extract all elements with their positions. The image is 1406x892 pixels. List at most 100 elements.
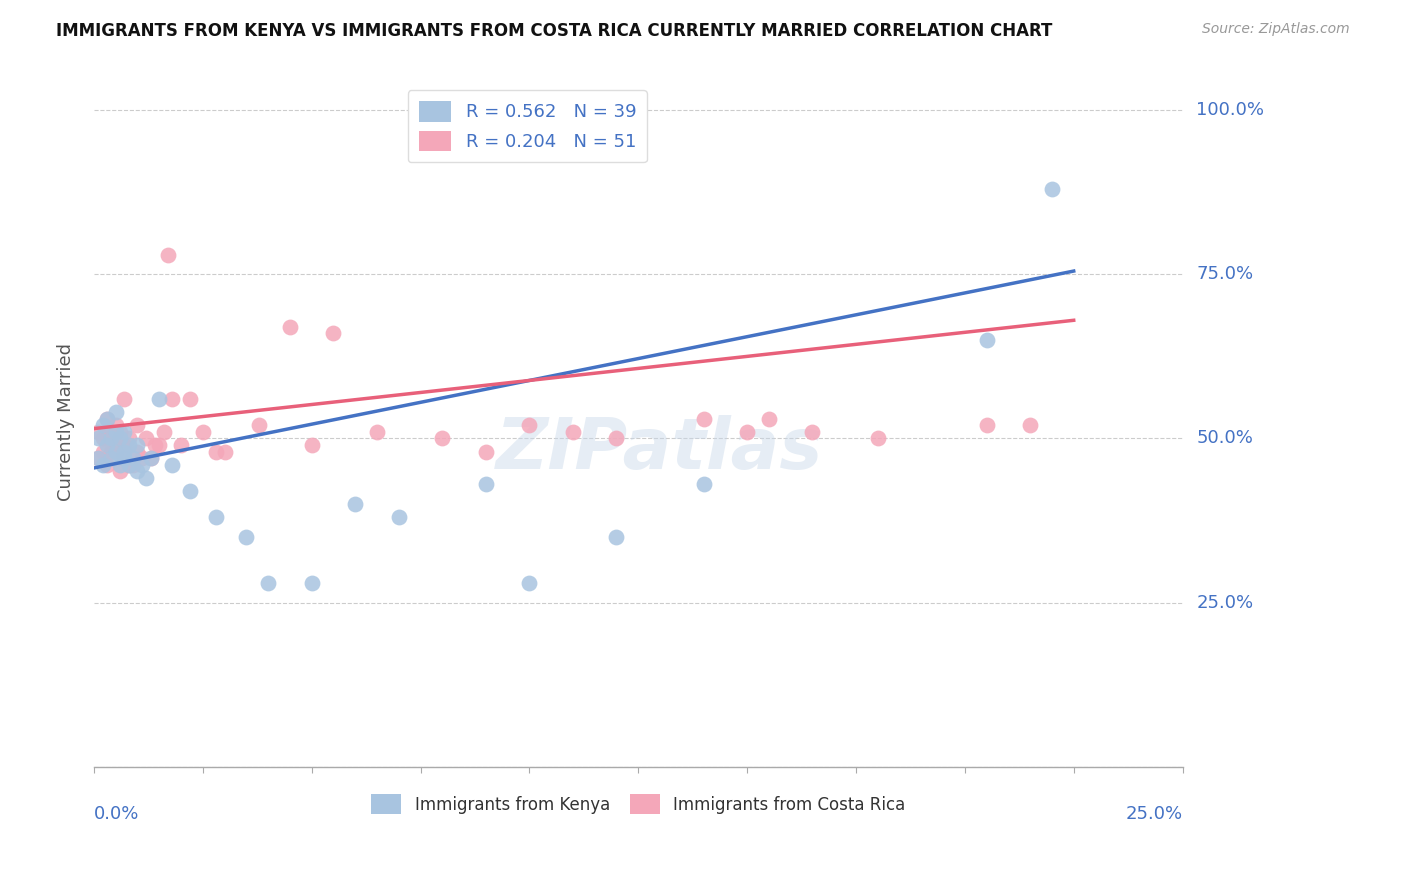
Point (112, 392, 135, 406)
Point (112, 438, 135, 452)
Point (139, 451, 162, 466)
Point (131, 458, 153, 472)
Text: 50.0%: 50.0% (1197, 429, 1253, 448)
Point (104, 405, 127, 419)
Point (91, 458, 114, 472)
Point (100, 425, 122, 439)
Point (301, 575, 323, 590)
Point (235, 530, 257, 544)
Point (122, 458, 145, 472)
Point (96, 411, 118, 425)
Point (148, 438, 170, 452)
Point (692, 477, 714, 491)
Point (247, 418, 270, 433)
Point (91, 444, 114, 458)
Point (100, 432, 122, 446)
Point (257, 575, 280, 590)
Point (96, 438, 118, 452)
Point (278, 319, 301, 334)
Point (162, 458, 184, 472)
Point (139, 451, 162, 466)
Point (108, 464, 131, 478)
Point (135, 432, 157, 446)
Point (104, 418, 127, 433)
Point (976, 333, 998, 347)
Point (162, 392, 184, 406)
Point (191, 425, 214, 439)
Point (735, 425, 758, 439)
Point (118, 438, 141, 452)
Point (100, 444, 122, 458)
Point (214, 444, 236, 458)
Point (96, 432, 118, 446)
Point (179, 392, 201, 406)
Point (112, 451, 135, 466)
Point (205, 444, 228, 458)
Point (108, 432, 131, 446)
Point (866, 432, 889, 446)
Point (475, 477, 498, 491)
Point (605, 530, 627, 544)
Point (118, 458, 141, 472)
Point (127, 444, 149, 458)
Point (87, 432, 110, 446)
Point (156, 247, 179, 261)
Point (87, 451, 110, 466)
Point (104, 425, 127, 439)
Y-axis label: Currently Married: Currently Married (58, 343, 75, 501)
Point (388, 510, 411, 524)
Legend: Immigrants from Kenya, Immigrants from Costa Rica: Immigrants from Kenya, Immigrants from C… (364, 788, 912, 821)
Point (91, 418, 114, 433)
Point (519, 575, 541, 590)
Point (127, 418, 149, 433)
Text: Source: ZipAtlas.com: Source: ZipAtlas.com (1202, 22, 1350, 37)
Point (519, 418, 541, 433)
Point (801, 425, 824, 439)
Text: 100.0%: 100.0% (1197, 102, 1264, 120)
Point (96, 411, 118, 425)
Point (976, 418, 998, 433)
Text: IMMIGRANTS FROM KENYA VS IMMIGRANTS FROM COSTA RICA CURRENTLY MARRIED CORRELATIO: IMMIGRANTS FROM KENYA VS IMMIGRANTS FROM… (56, 22, 1053, 40)
Point (605, 432, 627, 446)
Point (179, 483, 201, 498)
Text: 75.0%: 75.0% (1197, 265, 1254, 284)
Point (1019, 418, 1042, 433)
Point (758, 411, 780, 425)
Point (127, 438, 149, 452)
Point (322, 326, 344, 341)
Point (87, 451, 110, 466)
Point (104, 444, 127, 458)
Point (91, 432, 114, 446)
Point (96, 458, 118, 472)
Point (118, 432, 141, 446)
Text: 25.0%: 25.0% (1197, 593, 1254, 612)
Point (152, 425, 174, 439)
Point (100, 451, 122, 466)
Point (112, 444, 135, 458)
Point (366, 425, 388, 439)
Point (432, 432, 454, 446)
Point (112, 425, 135, 439)
Point (112, 451, 135, 466)
Point (301, 438, 323, 452)
Point (148, 392, 170, 406)
Point (561, 425, 583, 439)
Point (205, 510, 228, 524)
Point (131, 451, 153, 466)
Point (108, 458, 131, 472)
Point (108, 425, 131, 439)
Point (127, 464, 149, 478)
Point (1040, 182, 1063, 196)
Point (87, 425, 110, 439)
Point (475, 444, 498, 458)
Point (118, 458, 141, 472)
Point (122, 451, 145, 466)
Point (692, 411, 714, 425)
Text: 25.0%: 25.0% (1125, 805, 1182, 823)
Point (344, 497, 367, 511)
Point (170, 438, 193, 452)
Text: ZIPatlas: ZIPatlas (496, 415, 824, 484)
Text: 0.0%: 0.0% (94, 805, 139, 823)
Point (104, 438, 127, 452)
Point (135, 471, 157, 485)
